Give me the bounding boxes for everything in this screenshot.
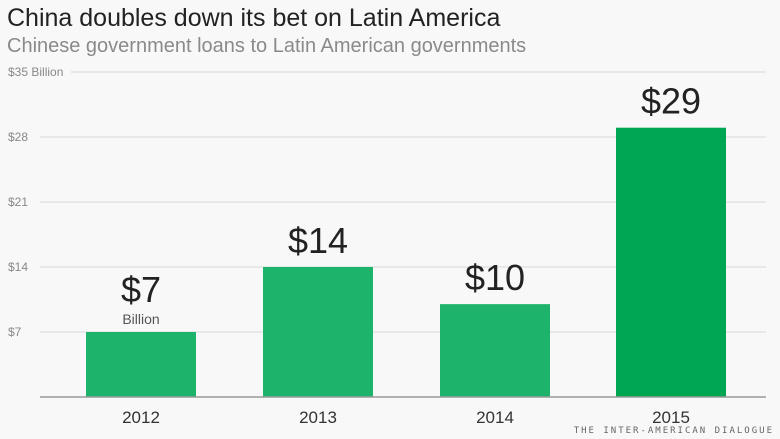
x-tick-label: 2014 xyxy=(476,408,514,427)
x-tick-label: 2013 xyxy=(299,408,337,427)
data-label: $10 xyxy=(465,257,525,298)
data-label: $7 xyxy=(121,269,161,310)
x-tick-label: 2012 xyxy=(122,408,160,427)
x-tick-label: 2015 xyxy=(652,408,690,427)
y-tick-label: $21 xyxy=(8,195,28,209)
data-label-unit: Billion xyxy=(122,311,159,327)
source-credit: THE INTER-AMERICAN DIALOGUE xyxy=(573,426,774,436)
y-tick-label: $35 Billion xyxy=(8,65,63,79)
data-label: $29 xyxy=(641,81,701,122)
chart-title: China doubles down its bet on Latin Amer… xyxy=(7,4,501,32)
chart-subtitle: Chinese government loans to Latin Americ… xyxy=(7,35,527,57)
y-tick-label: $28 xyxy=(8,130,28,144)
bar-2013 xyxy=(263,267,373,397)
bar-2015 xyxy=(616,127,726,397)
y-tick-label: $14 xyxy=(8,260,28,274)
data-label: $14 xyxy=(288,220,348,261)
bar-2012 xyxy=(86,332,196,397)
y-tick-label: $7 xyxy=(8,325,22,339)
bar-2014 xyxy=(440,304,550,397)
